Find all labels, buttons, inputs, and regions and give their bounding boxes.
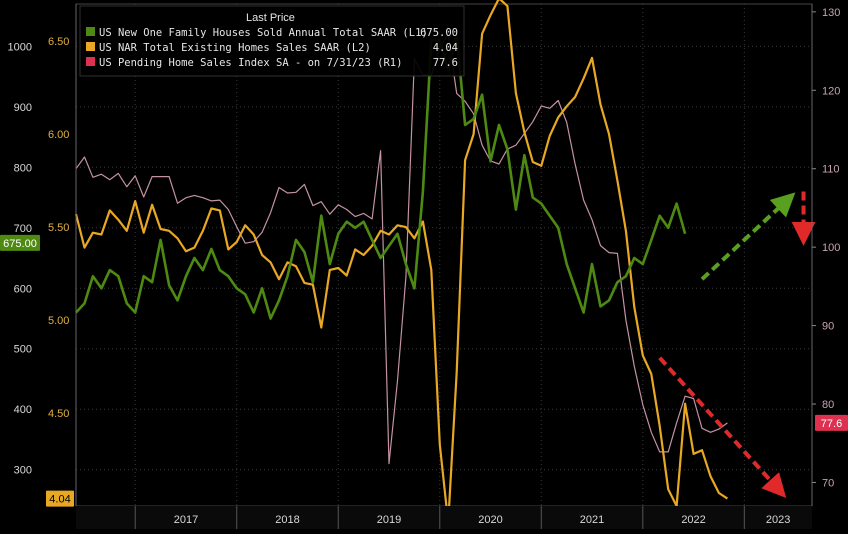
l2-tick-label: 4.50 — [48, 408, 69, 420]
l1-tick-label: 1000 — [8, 41, 32, 53]
annotation-arrow-2 — [658, 356, 787, 498]
legend-swatch — [86, 27, 95, 36]
last-value-tags: 675.00 4.04 77.6 — [0, 234, 848, 507]
tag-l1: 675.00 — [0, 234, 40, 251]
l1-tick-label: 700 — [14, 223, 32, 235]
legend-value: 4.04 — [433, 42, 458, 54]
r1-tick-label: 80 — [822, 399, 834, 411]
x-tick-label: 2022 — [681, 514, 705, 526]
legend-label: US Pending Home Sales Index SA - on 7/31… — [99, 57, 402, 69]
r1-tick-label: 100 — [822, 242, 840, 254]
tag-r1: 77.6 — [815, 414, 848, 431]
r1-tick-label: 110 — [822, 164, 840, 176]
l1-tick-label: 900 — [14, 102, 32, 114]
r1-tick-label: 130 — [822, 7, 840, 19]
legend-label: US New One Family Houses Sold Annual Tot… — [99, 27, 428, 39]
tag-l1-text: 675.00 — [3, 238, 37, 250]
x-tick-label: 2021 — [580, 514, 604, 526]
legend-value: 675.00 — [420, 27, 458, 39]
l2-tick-label: 6.00 — [48, 129, 69, 141]
tag-r1-box — [815, 414, 848, 431]
r1-tick-label: 70 — [822, 477, 834, 489]
axes-layer: 2017 2018 2019 2020 2021 2022 2023 300 400 500 600… — [8, 4, 840, 529]
x-tick-label: 2018 — [275, 514, 299, 526]
legend-title: Last Price — [246, 12, 295, 24]
grid — [75, 3, 813, 507]
x-axis-band — [76, 506, 812, 529]
legend-swatch — [86, 42, 95, 51]
tag-r1-text: 77.6 — [821, 418, 842, 430]
x-tick-label: 2019 — [377, 514, 401, 526]
l1-tick-label: 800 — [14, 162, 32, 174]
r1-tick-label: 120 — [822, 85, 840, 97]
l2-tick-label: 5.00 — [48, 315, 69, 327]
x-tick-label: 2020 — [478, 514, 502, 526]
tag-l1-box — [0, 234, 40, 251]
r1-tick-label: 90 — [822, 321, 834, 333]
legend-label: US NAR Total Existing Homes Sales SAAR (… — [99, 42, 371, 54]
annotations-layer — [658, 191, 816, 498]
tag-l2-text: 4.04 — [49, 494, 70, 506]
l1-tick-label: 500 — [14, 344, 32, 356]
l2-tick-label: 5.50 — [48, 222, 69, 234]
x-tick-label: 2017 — [174, 514, 198, 526]
l1-tick-label: 600 — [14, 283, 32, 295]
x-tick-label: 2023 — [766, 514, 790, 526]
legend: Last Price US New One Family Houses Sold … — [79, 5, 465, 77]
legend-swatch — [86, 57, 95, 66]
l1-tick-label: 300 — [14, 465, 32, 477]
legend-box — [79, 5, 465, 77]
tag-l2-box — [46, 490, 74, 507]
annotation-arrow-1 — [700, 192, 796, 281]
series-existing-home-sales — [74, 0, 729, 524]
series-new-home-sales — [75, 33, 728, 465]
tag-l2: 4.04 — [46, 490, 74, 507]
legend-value: 77.6 — [433, 57, 458, 69]
series-pending-home-sales — [75, 32, 687, 320]
l2-tick-label: 6.50 — [48, 36, 69, 48]
plot-frame — [75, 3, 813, 507]
series-layer — [74, 0, 729, 524]
l1-tick-label: 400 — [14, 404, 32, 416]
